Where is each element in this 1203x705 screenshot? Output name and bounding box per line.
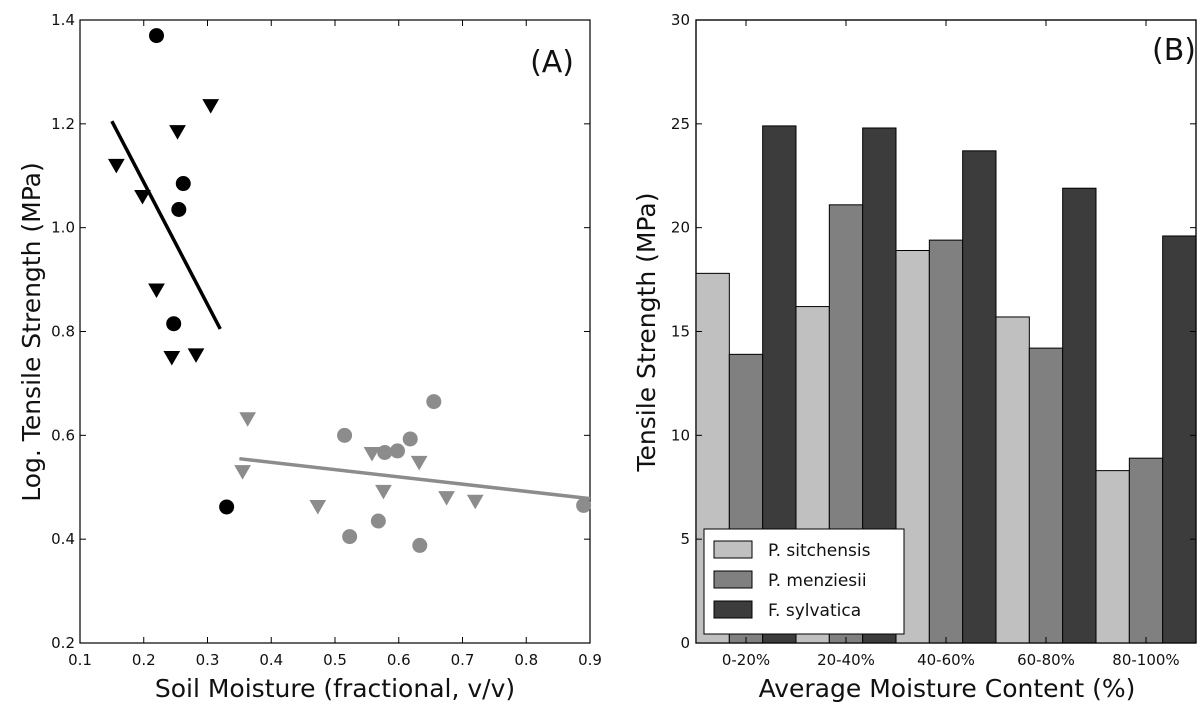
x-tick-label: 0.3: [196, 651, 220, 669]
scatter-point-triangle-black: [148, 283, 165, 298]
panel-b-x-axis-label: Average Moisture Content (%): [759, 674, 1136, 703]
fit-line-gray: [239, 456, 591, 501]
scatter-point-circle-gray: [402, 431, 418, 447]
bar-f-sylvatica-4: [1162, 235, 1197, 644]
scatter-point-triangle-gray: [363, 447, 381, 462]
y-tick-label: 5: [680, 530, 690, 548]
scatter-point-triangle-gray: [309, 499, 327, 515]
scatter-point-circle-black: [175, 176, 191, 192]
bar-p-menziesii-2: [928, 239, 964, 644]
fit-line-black: [110, 120, 222, 330]
bar-p-sitchensis-3: [995, 316, 1030, 644]
legend-label-f-sylvatica: F. sylvatica: [768, 601, 861, 621]
x-tick-label: 0.7: [451, 651, 475, 669]
scatter-point-triangle-black: [107, 158, 125, 174]
panel-a-y-ticks: 0.2 0.4 0.6 0.8 1.0 1.2 1.4: [51, 11, 590, 652]
x-tick-label: 20-40%: [817, 651, 875, 669]
bar-p-menziesii-3: [1028, 347, 1064, 644]
scatter-point-circle-gray: [337, 427, 353, 443]
panel-a-scatter: 0.1 0.2 0.3 0.4 0.5 0.6 0.7 0.8 0.9 0.20.40.60.8…: [17, 11, 602, 703]
y-tick-label: 1.4: [51, 11, 75, 29]
y-tick-label: 0: [680, 634, 690, 652]
panel-b-label: (B): [1152, 33, 1196, 68]
scatter-point-triangle-gray: [234, 465, 251, 480]
bar-p-menziesii-4: [1128, 457, 1164, 644]
y-tick-label: 0.4: [51, 530, 75, 548]
x-tick-label: 0.1: [68, 651, 92, 669]
x-tick-label: 0-20%: [722, 651, 770, 669]
y-tick-label: 15: [671, 323, 690, 341]
panel-a-x-axis-label: Soil Moisture (fractional, v/v): [155, 674, 515, 703]
scatter-point-circle-black: [219, 499, 235, 515]
scatter-point-circle-gray: [389, 443, 405, 459]
scatter-point-triangle-gray: [438, 491, 455, 506]
y-tick-label: 1.2: [51, 115, 75, 133]
scatter-point-circle-gray: [412, 537, 428, 553]
y-tick-label: 30: [671, 11, 690, 29]
scatter-point-circle-black: [166, 316, 182, 332]
x-tick-label: 0.6: [387, 651, 411, 669]
panel-b-frame-outline: [695, 19, 1197, 644]
scatter-point-circle-gray: [370, 513, 386, 529]
scatter-point-triangle-gray: [375, 484, 392, 500]
panel-a-x-ticks: 0.1 0.2 0.3 0.4 0.5 0.6 0.7 0.8 0.9: [68, 20, 602, 669]
scatter-point-circle-black: [149, 28, 164, 44]
x-tick-label: 0.8: [514, 651, 538, 669]
y-tick-label: 1.0: [51, 219, 75, 237]
panel-a-points: [107, 28, 592, 553]
panel-a-y-axis-label: Log. Tensile Strength (MPa): [17, 162, 46, 501]
y-tick-label: 20: [671, 219, 690, 237]
scatter-point-triangle-black: [202, 99, 220, 114]
bar-p-sitchensis-4: [1095, 470, 1130, 644]
scatter-point-triangle-gray: [410, 455, 428, 471]
legend-swatch-p-menziesii: [713, 570, 753, 589]
panel-a-frame: [79, 19, 591, 644]
legend-swatch-f-sylvatica: [713, 600, 753, 619]
x-tick-label: 0.2: [132, 651, 156, 669]
panel-b-legend: P. sitchensis P. menziesii F. sylvatica: [703, 528, 905, 635]
scatter-point-triangle-black: [134, 190, 151, 205]
y-tick-label: 0.8: [51, 323, 75, 341]
panel-b-x-ticks: 0-20% 20-40% 40-60% 60-80% 80-100%: [722, 20, 1180, 669]
x-tick-label: 80-100%: [1112, 651, 1179, 669]
legend-swatch-p-sitchensis: [713, 540, 753, 559]
scatter-point-triangle-gray: [466, 494, 484, 510]
legend-label-p-sitchensis: P. sitchensis: [768, 541, 871, 561]
x-tick-label: 60-80%: [1017, 651, 1075, 669]
scatter-point-triangle-black: [169, 125, 186, 140]
panel-a-label: (A): [530, 45, 574, 80]
x-tick-label: 0.9: [578, 651, 602, 669]
panel-a-fit-lines: [110, 120, 591, 501]
y-tick-label: 0.6: [51, 426, 75, 444]
scatter-point-circle-gray: [576, 497, 592, 513]
legend-label-p-menziesii: P. menziesii: [768, 571, 867, 591]
y-tick-label: 0.2: [51, 634, 75, 652]
scatter-point-circle-black: [171, 201, 187, 217]
scatter-point-circle-gray: [426, 394, 442, 410]
scatter-point-circle-gray: [342, 529, 358, 545]
scatter-point-triangle-black: [163, 350, 181, 366]
y-tick-label: 10: [671, 426, 690, 444]
panel-b-y-axis-label: Tensile Strength (MPa): [632, 193, 661, 473]
bar-f-sylvatica-2: [962, 150, 997, 644]
scatter-point-triangle-gray: [239, 412, 257, 427]
panel-b-bar-chart: 0-20% 20-40% 40-60% 60-80% 80-100% 0 5 10 15 20 2…: [632, 11, 1197, 703]
bar-f-sylvatica-3: [1062, 187, 1097, 644]
x-tick-label: 0.5: [323, 651, 347, 669]
scatter-point-triangle-black: [187, 348, 205, 363]
x-tick-label: 0.4: [259, 651, 283, 669]
y-tick-label: 25: [671, 115, 690, 133]
x-tick-label: 40-60%: [917, 651, 975, 669]
